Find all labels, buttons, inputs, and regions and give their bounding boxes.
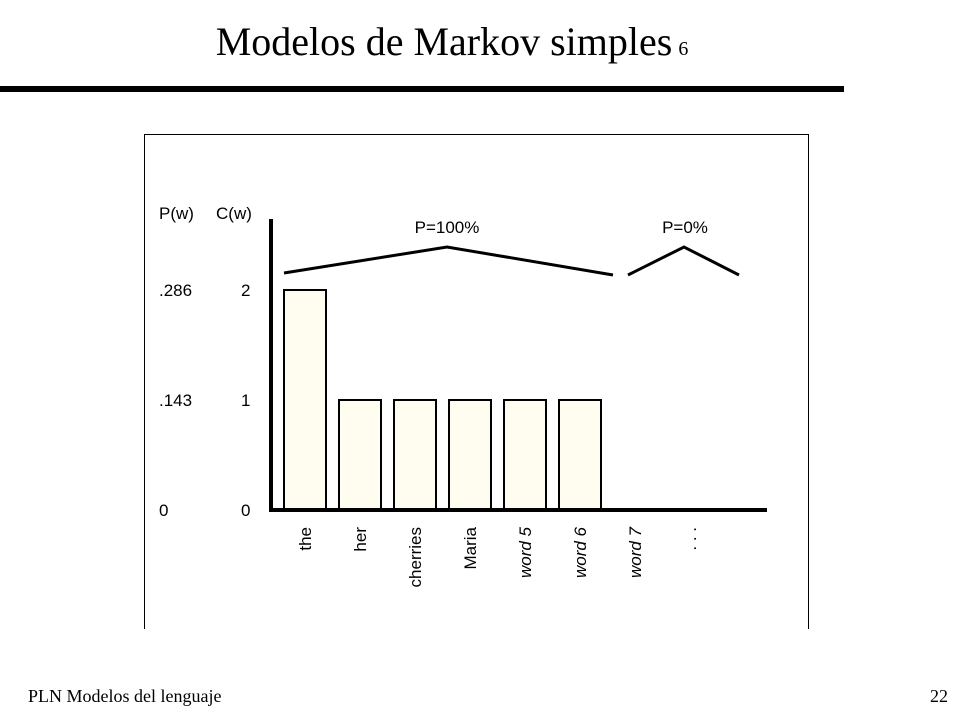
bar (558, 399, 602, 511)
count-tick-label: 0 (241, 501, 250, 520)
bar (448, 399, 492, 511)
chart-frame: P(w) C(w) .286 2 .143 1 0 0 the her cherries Maria w… (144, 134, 809, 629)
category-label: word 5 (516, 526, 535, 578)
count-tick-label: 1 (241, 391, 250, 410)
slide-title-text: Modelos de Markov simples (215, 19, 673, 64)
prob-tick-label: .143 (159, 391, 192, 410)
page-number: 22 (930, 686, 948, 706)
prob-axis-header: P(w) (159, 204, 194, 223)
annotation-label: P=0% (662, 218, 708, 237)
bar (503, 399, 547, 511)
count-tick-label: 2 (241, 281, 250, 300)
bar (283, 289, 327, 511)
category-label: word 7 (626, 526, 645, 578)
category-label: Maria (461, 526, 480, 569)
bar (393, 399, 437, 511)
category-label: her (351, 527, 370, 552)
prob-tick-label: .286 (159, 281, 192, 300)
bar-chart: P(w) C(w) .286 2 .143 1 0 0 the her cherries Maria w… (159, 204, 767, 587)
category-label: cherries (406, 527, 425, 587)
count-axis-header: C(w) (216, 204, 252, 223)
bar (338, 399, 382, 511)
category-label: . . . (681, 527, 700, 551)
annotation-label: P=100% (415, 218, 480, 237)
prob-tick-label: 0 (159, 501, 168, 520)
category-label: word 6 (571, 526, 590, 578)
bracket-line (283, 245, 614, 277)
category-label: the (296, 527, 315, 551)
title-divider (0, 86, 844, 92)
slide-title: Modelos de Markov simples 6 (0, 18, 904, 65)
bracket-line (627, 245, 740, 277)
slide-title-number: 6 (678, 38, 689, 60)
footer-course-label: PLN Modelos del lenguaje (28, 686, 222, 706)
